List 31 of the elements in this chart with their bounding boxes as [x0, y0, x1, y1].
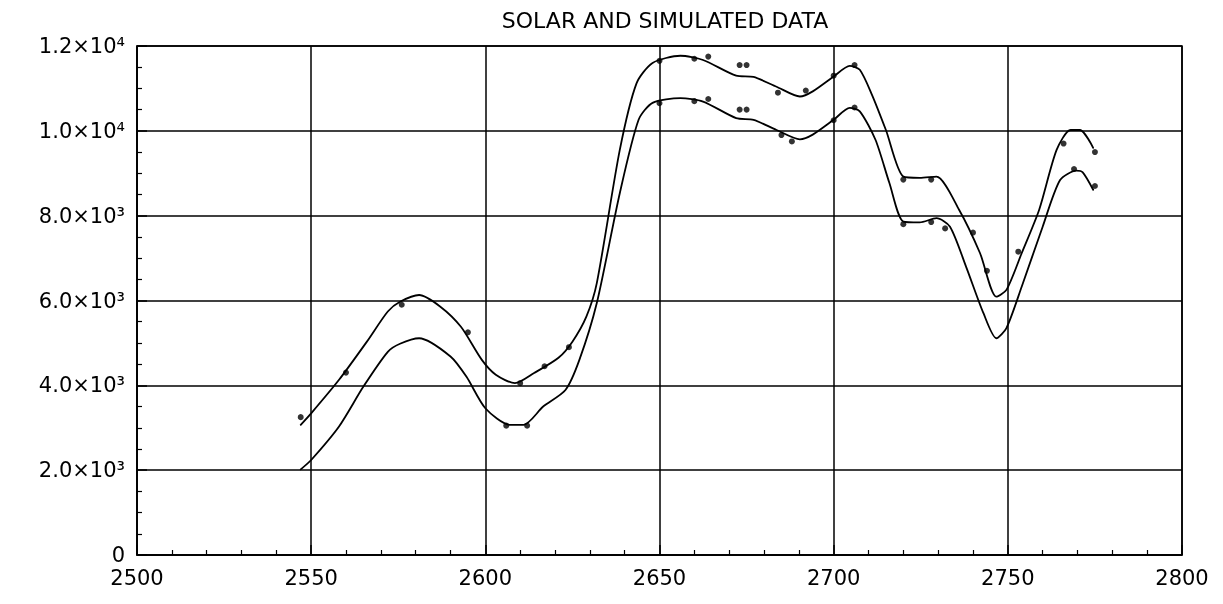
point [774, 89, 781, 96]
point [1091, 149, 1098, 156]
x-tick-label: 2600 [458, 565, 513, 590]
point [802, 87, 809, 94]
x-tick-label: 2500 [110, 565, 164, 590]
x-tick-label: 2700 [806, 565, 861, 590]
point [297, 414, 304, 421]
y-tick-label: 1.0×10⁴ [38, 118, 125, 143]
x-tick-label: 2650 [632, 565, 687, 590]
x-tick-label: 2550 [284, 565, 338, 590]
x-tick-label: 2800 [1155, 565, 1209, 590]
y-tick-label: 8.0×10³ [38, 203, 125, 228]
point [736, 106, 743, 113]
point [788, 138, 795, 145]
y-tick-label: 1.2×10⁴ [38, 34, 125, 58]
point [705, 53, 712, 60]
point [736, 62, 743, 69]
point [1015, 248, 1022, 255]
y-tick-label: 4.0×10³ [38, 373, 125, 398]
point [942, 225, 949, 232]
y-tick-label: 2.0×10³ [38, 458, 125, 483]
y-tick-label: 6.0×10³ [38, 288, 125, 313]
point [1091, 182, 1098, 189]
point [1060, 140, 1067, 147]
point [743, 106, 750, 113]
point [743, 62, 750, 69]
chart-title: SOLAR AND SIMULATED DATA [501, 7, 829, 33]
point [398, 301, 405, 308]
point [705, 96, 712, 103]
y-tick-label: 0 [111, 543, 125, 567]
x-tick-label: 2750 [981, 565, 1035, 590]
